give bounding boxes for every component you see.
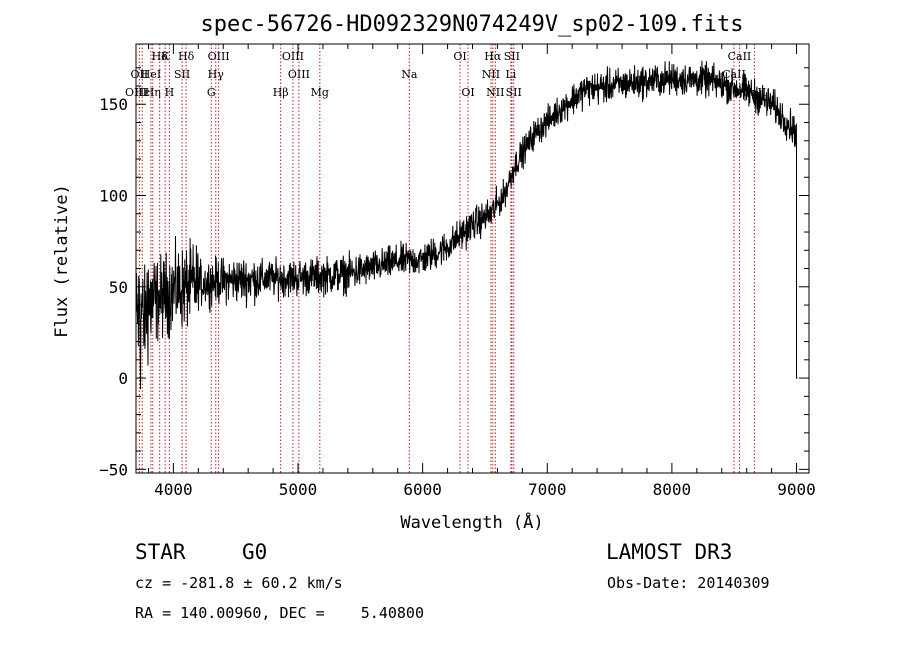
emission-line-label: OIII [282, 50, 304, 63]
emission-line-label: Hδ [152, 50, 169, 63]
y-tick-label: 50 [109, 278, 128, 297]
y-axis-label: Flux (relative) [52, 184, 72, 338]
x-axis-ticks: 4000 5000 6000 7000 8000 9000 [147, 44, 816, 499]
redshift-velocity: cz = -281.8 ± 60.2 km/s [135, 574, 343, 592]
emission-line-label: Hα [484, 50, 502, 63]
x-tick-label: 7000 [528, 480, 567, 499]
emission-line-label: OI [453, 50, 466, 63]
emission-line-label: SII [174, 68, 190, 81]
emission-line-label: Li [505, 68, 516, 81]
survey-name: LAMOST DR3 [606, 540, 733, 564]
y-tick-label: −50 [99, 460, 128, 479]
observation-date: Obs-Date: 20140309 [607, 574, 770, 592]
emission-line-label: NII [482, 68, 500, 81]
x-axis-label: Wavelength (Å) [400, 511, 543, 533]
emission-line-label: Hβ [273, 86, 289, 99]
emission-line-label: CaII [722, 68, 746, 81]
emission-line-label: OIII [288, 68, 310, 81]
chart-title: spec-56726-HD092329N074249V_sp02-109.fit… [200, 12, 743, 37]
emission-line-label: K [161, 50, 170, 63]
x-tick-label: 4000 [154, 480, 193, 499]
emission-line-label: Na [401, 68, 418, 81]
x-tick-label: 6000 [403, 480, 442, 499]
emission-line-label: Hγ [208, 68, 225, 81]
plot-frame [135, 43, 810, 474]
y-axis-ticks: −50 0 50 100 150 [99, 67, 809, 479]
emission-line-label: OII [131, 68, 149, 81]
emission-line-label: HeI [141, 68, 161, 81]
x-tick-label: 8000 [653, 480, 692, 499]
emission-line-label: SII [506, 86, 522, 99]
emission-line-label: OI [461, 86, 474, 99]
emission-line-label: G [207, 86, 216, 99]
object-class: STAR [135, 540, 186, 564]
emission-line-label: NII [486, 86, 504, 99]
coordinates: RA = 140.00960, DEC = 5.40800 [135, 604, 424, 622]
emission-line-label: OIII [208, 50, 230, 63]
spectral-subclass: G0 [242, 540, 268, 564]
y-tick-label: 100 [99, 187, 128, 206]
emission-line-markers [135, 44, 755, 473]
emission-line-label: H [165, 86, 175, 99]
x-tick-label: 9000 [777, 480, 816, 499]
emission-line-label: Hε [135, 86, 151, 99]
emission-line-label: Mg [311, 86, 329, 99]
spectrum-line [135, 60, 798, 390]
emission-line-label: Hδ [178, 50, 195, 63]
y-tick-label: 0 [118, 369, 128, 388]
x-tick-label: 5000 [279, 480, 318, 499]
emission-line-label: Hη [145, 86, 161, 99]
y-tick-label: 150 [99, 95, 128, 114]
emission-line-label: CaII [728, 50, 752, 63]
emission-line-label: SII [504, 50, 520, 63]
